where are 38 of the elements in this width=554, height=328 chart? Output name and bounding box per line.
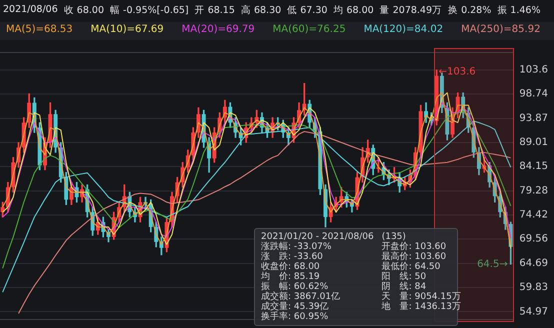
- annotation: 收盘价: 68.00: [261, 262, 321, 272]
- annotation: ←103.6: [438, 66, 476, 78]
- y-tick-label: 74.42: [519, 210, 548, 221]
- y-tick-label: 93.87: [519, 112, 548, 124]
- annotation: 阴 线: 84: [382, 282, 428, 292]
- y-tick-label: 98.74: [519, 88, 548, 100]
- y-tick-label: 69.56: [519, 234, 548, 245]
- chart-title: 2021/08/06: [3, 4, 58, 17]
- annotation: 64.5→: [477, 258, 508, 270]
- annotation: 涨跌幅: -33.07%: [261, 242, 332, 252]
- text: MA(5)=68.53: [6, 24, 73, 37]
- annotation: 2021/01/20 - 2021/08/06: [261, 232, 374, 242]
- y-tick-label: 103.6: [519, 64, 548, 76]
- text: MA(60)=76.25: [272, 24, 346, 37]
- annotation: 成交量: 45.39亿: [261, 302, 330, 312]
- annotation: (135): [382, 232, 406, 242]
- y-tick-label: 59.83: [519, 282, 548, 294]
- text: MA(250)=85.92: [461, 24, 540, 37]
- text: MA(120)=84.02: [364, 24, 444, 37]
- annotation: 振 幅: 60.62%: [261, 282, 330, 292]
- text: MA(10)=67.69: [90, 24, 164, 37]
- y-tick-label: 64.69: [519, 258, 548, 269]
- text: MA(20)=69.79: [182, 24, 255, 37]
- annotation: 开盘价: 103.60: [382, 242, 448, 252]
- annotation: 均 价: 85.19: [261, 272, 321, 282]
- annotation: 阳 线: 50: [382, 272, 428, 282]
- annotation: 换手率: 60.95%: [261, 312, 330, 322]
- annotation: 成交额: 3867.01亿: [261, 292, 342, 302]
- annotation: 最高价: 103.60: [382, 252, 448, 262]
- annotation: 最低价: 64.50: [382, 262, 442, 272]
- y-tick-label: 79.28: [519, 185, 548, 196]
- annotation: 天 量: 9054.15万: [382, 292, 461, 302]
- chart-subtitle: 收 68.00 幅 -0.95%[-0.65] 开 68.15 高 68.30 低 67.30 均 68.00 量 2078.49万 换 0.28% 振 1.46%: [64, 4, 540, 18]
- annotation: 涨 跌: -33.60: [261, 252, 324, 262]
- y-tick-label: 84.15: [519, 161, 548, 172]
- y-tick-label: 89.01: [519, 137, 548, 148]
- y-tick-label: 54.97: [519, 306, 548, 318]
- annotation: 地 量: 1436.13万: [382, 302, 461, 312]
